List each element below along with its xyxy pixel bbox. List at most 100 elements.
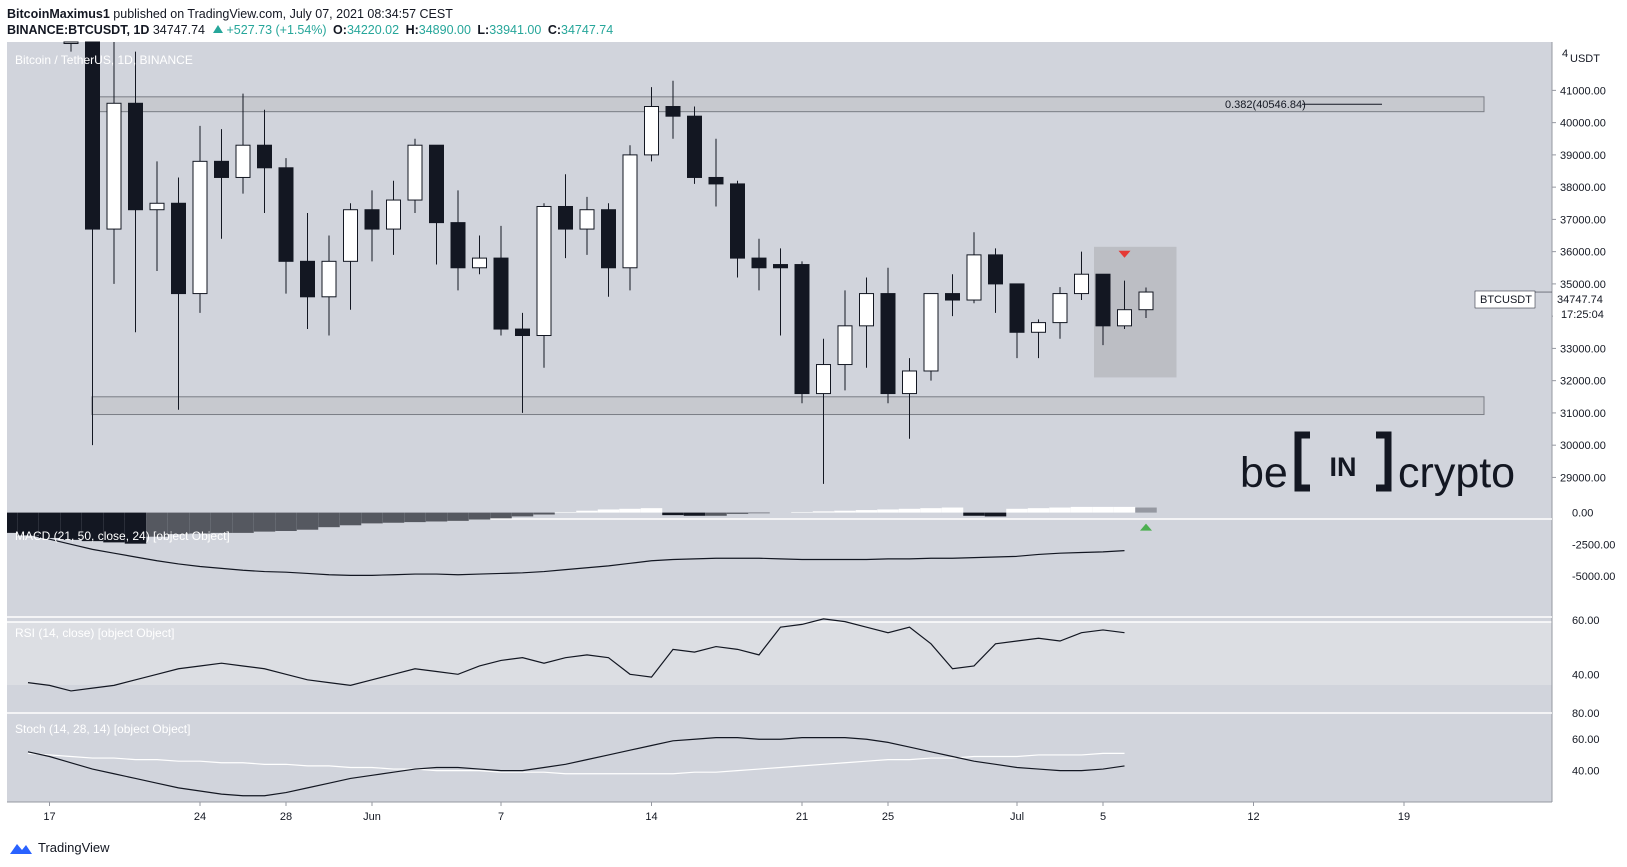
bull-candle-body bbox=[149, 202, 165, 211]
candle bbox=[708, 138, 724, 207]
symbol-label: BINANCE:BTCUSDT, 1D bbox=[7, 23, 150, 37]
macd-histogram-bar bbox=[1092, 506, 1114, 513]
macd-histogram-bar bbox=[748, 512, 770, 514]
macd-histogram-bar bbox=[662, 512, 684, 516]
candle bbox=[880, 267, 896, 404]
bull-candle-body bbox=[536, 205, 552, 337]
stoch-k-line bbox=[27, 737, 1125, 797]
low-label: L: bbox=[477, 23, 490, 37]
bear-candle-body bbox=[687, 115, 702, 178]
price-tick-label: 35000.00 bbox=[1560, 279, 1606, 291]
high-label: H: bbox=[405, 23, 419, 37]
macd-tick-label: 0.00 bbox=[1572, 508, 1593, 520]
bear-candle-body bbox=[730, 183, 745, 259]
time-tick-label: 7 bbox=[498, 811, 504, 823]
support-zone bbox=[91, 396, 1485, 416]
price-tick-label: 33000.00 bbox=[1560, 343, 1606, 355]
bear-candle-body bbox=[364, 209, 380, 230]
candle bbox=[665, 80, 681, 139]
time-tick-label: Jun bbox=[363, 811, 381, 823]
logo-right-bracket-icon bbox=[1376, 431, 1392, 492]
price-tick-label: 38000.00 bbox=[1560, 182, 1606, 194]
candle bbox=[923, 293, 939, 381]
candle bbox=[472, 235, 487, 275]
bull-candle-body bbox=[386, 199, 401, 230]
bull-candle-body bbox=[1052, 293, 1068, 324]
footer-brand[interactable]: TradingView bbox=[38, 840, 110, 855]
bull-candle-body bbox=[472, 257, 487, 269]
candle bbox=[235, 93, 251, 194]
bear-candle-body bbox=[794, 264, 810, 395]
candle bbox=[192, 125, 208, 313]
bull-candle-body bbox=[859, 293, 874, 327]
time-tick-label: 25 bbox=[882, 811, 894, 823]
macd-histogram-bar bbox=[210, 512, 233, 533]
bull-candle-body bbox=[235, 144, 251, 178]
bull-candle-body bbox=[902, 370, 917, 395]
macd-histogram-bar bbox=[146, 512, 168, 537]
rsi-line bbox=[27, 618, 1125, 692]
time-axis[interactable]: 17 24 28 Jun 7 14 21 25 Jul 5 12 19 bbox=[43, 802, 1410, 823]
close-label: C: bbox=[547, 23, 562, 37]
candle bbox=[730, 180, 745, 278]
candle bbox=[1052, 287, 1068, 339]
bear-candle-body bbox=[128, 102, 143, 211]
logo-text-crypto: crypto bbox=[1398, 449, 1515, 497]
candle bbox=[579, 196, 595, 255]
stoch-top-partial-label: 80.00 bbox=[1572, 708, 1600, 720]
macd-histogram-bar bbox=[898, 508, 921, 513]
macd-histogram-bar bbox=[275, 512, 297, 531]
candle bbox=[644, 87, 659, 162]
price-tick-label: 36000.00 bbox=[1560, 247, 1606, 259]
price-tick-label: 32000.00 bbox=[1560, 376, 1606, 388]
candle bbox=[773, 248, 788, 336]
candle bbox=[429, 144, 444, 265]
macd-histogram-bar bbox=[877, 509, 899, 513]
candle bbox=[493, 225, 509, 336]
candle bbox=[214, 129, 229, 239]
macd-signal-line bbox=[27, 533, 1125, 576]
candle bbox=[1117, 280, 1132, 330]
bear-candle-body bbox=[945, 293, 960, 301]
candle bbox=[149, 161, 165, 271]
bull-candle-body bbox=[579, 209, 595, 230]
candle bbox=[343, 203, 358, 310]
candle bbox=[1095, 273, 1111, 346]
candle bbox=[751, 238, 767, 291]
macd-histogram-bar bbox=[533, 512, 555, 515]
author-name[interactable]: BitcoinMaximus1 bbox=[7, 7, 110, 21]
price-axis[interactable]: 41000.00 40000.00 39000.00 38000.00 37000.00… bbox=[1552, 85, 1606, 484]
stoch-tick-label: 40.00 bbox=[1572, 766, 1600, 778]
time-tick-label: 21 bbox=[796, 811, 808, 823]
price-tick-label: 37000.00 bbox=[1560, 214, 1606, 226]
macd-histogram-bar bbox=[1006, 508, 1028, 513]
time-tick-label: 19 bbox=[1398, 811, 1410, 823]
bear-candle-body bbox=[493, 257, 509, 330]
candle bbox=[128, 51, 143, 333]
macd-histogram-bar bbox=[1070, 506, 1093, 513]
tradingview-logo-icon bbox=[10, 843, 32, 854]
macd-histogram-bar bbox=[7, 512, 18, 533]
candle bbox=[63, 41, 79, 52]
logo-text-in: IN bbox=[1330, 452, 1357, 482]
currency-label: USDT bbox=[1570, 53, 1600, 65]
last-price: 34747.74 bbox=[152, 23, 205, 37]
candle bbox=[515, 312, 530, 413]
bear-candle-body bbox=[257, 144, 272, 169]
symbol-tag-box bbox=[1474, 290, 1536, 309]
macd-histogram-bar bbox=[189, 512, 211, 534]
bear-candle-body bbox=[214, 160, 229, 178]
bull-candle-body bbox=[321, 260, 337, 298]
bull-candle-body bbox=[192, 160, 208, 295]
candles-layer bbox=[63, 41, 1552, 484]
macd-histogram-bar bbox=[60, 512, 82, 540]
candle bbox=[945, 274, 960, 317]
bear-candle-body bbox=[1009, 283, 1025, 333]
macd-histogram-bar bbox=[81, 512, 104, 542]
bull-candle-body bbox=[1031, 322, 1046, 333]
price-tick-label: 29000.00 bbox=[1560, 472, 1606, 484]
time-tick-label: 12 bbox=[1247, 811, 1259, 823]
bear-candle-body bbox=[429, 144, 444, 224]
candle bbox=[601, 203, 616, 297]
